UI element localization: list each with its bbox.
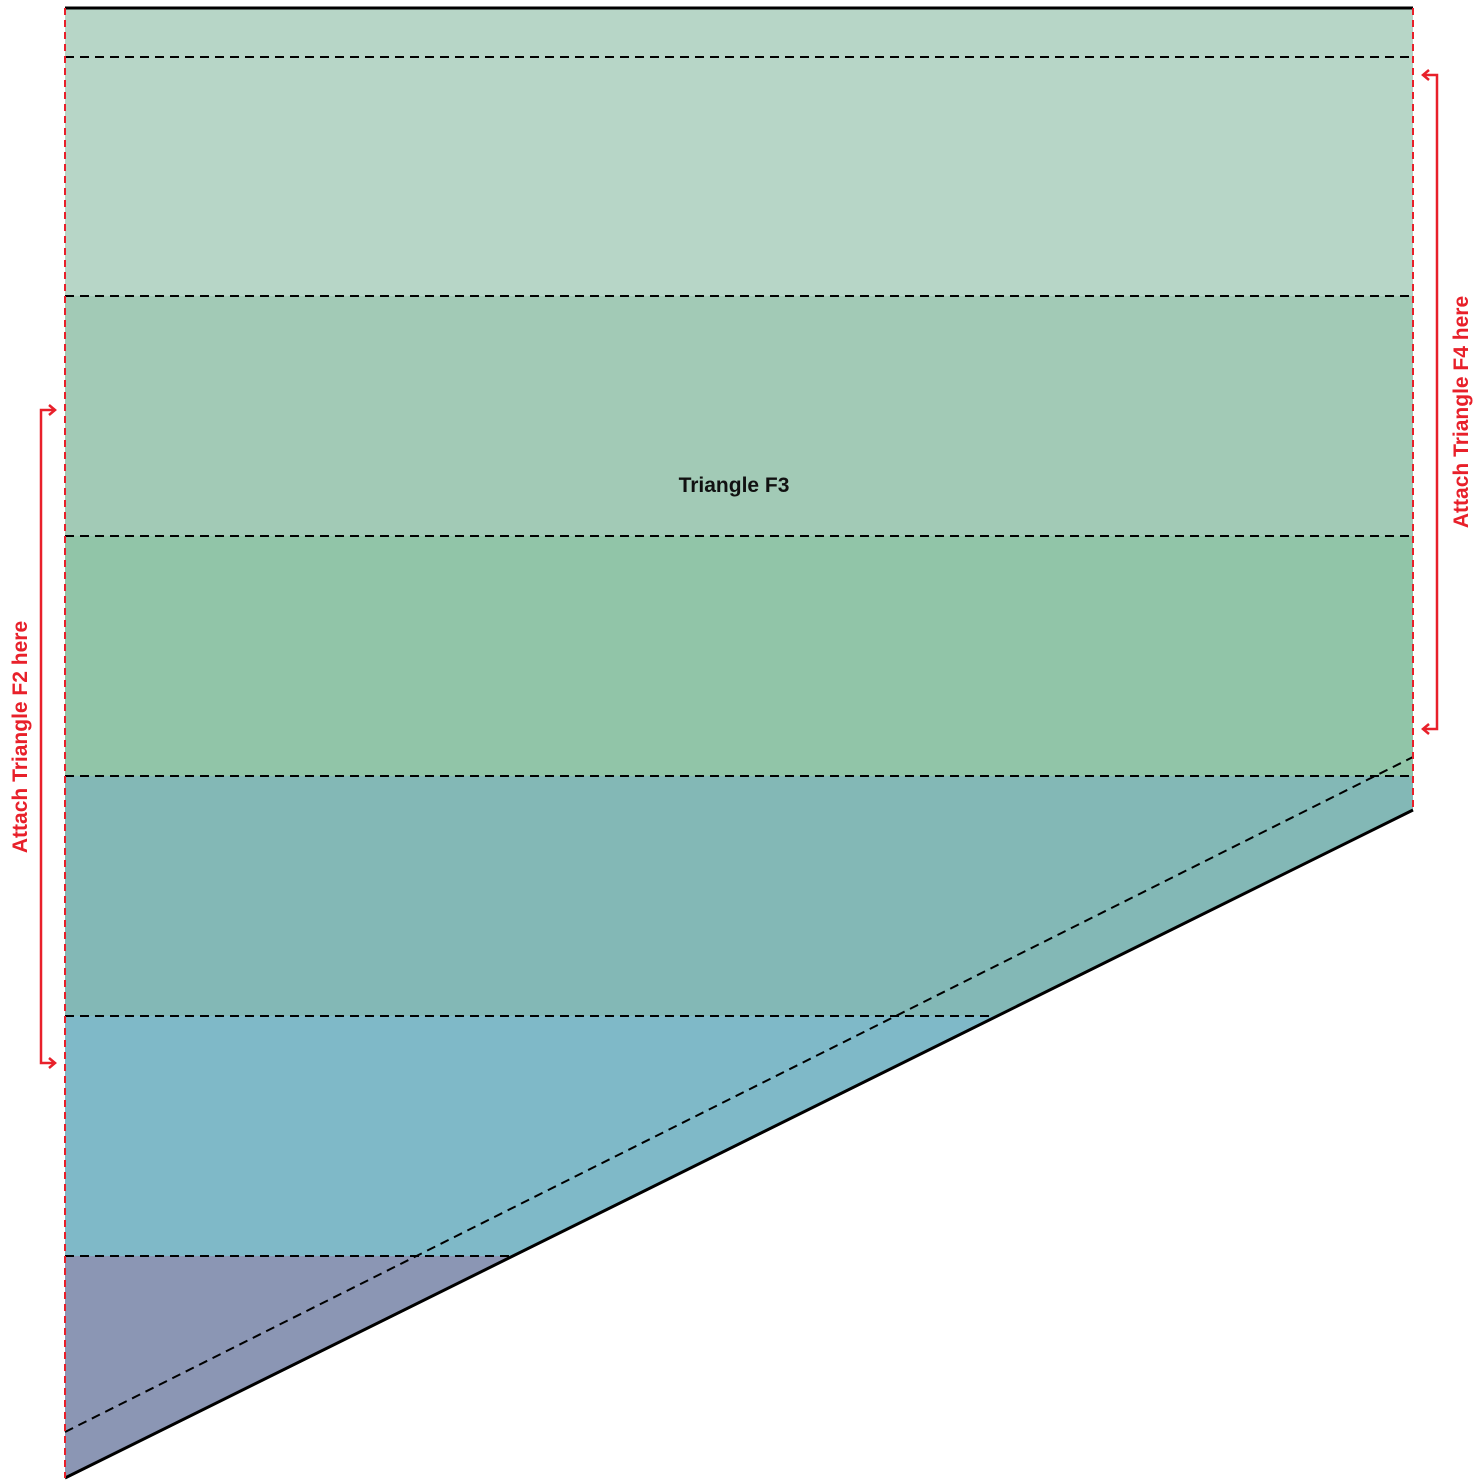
left-attach-bracket bbox=[39, 404, 57, 1069]
arrow-head-icon bbox=[1421, 69, 1430, 81]
color-bands bbox=[65, 8, 1413, 1478]
arrow-head-icon bbox=[1421, 723, 1430, 735]
band-4 bbox=[65, 776, 1413, 1016]
band-2 bbox=[65, 296, 1413, 536]
attach-right-label: Attach Triangle F4 here bbox=[1450, 296, 1473, 528]
band-3 bbox=[65, 536, 1413, 776]
band-5 bbox=[65, 1016, 1413, 1256]
band-1 bbox=[65, 8, 1413, 296]
band-divider-lines bbox=[65, 56, 1413, 1257]
bracket-line bbox=[39, 408, 53, 1065]
bracket-line bbox=[1425, 73, 1439, 731]
band-6 bbox=[65, 1256, 1413, 1478]
arrow-head-icon bbox=[48, 404, 57, 416]
diagonal-seam-line bbox=[64, 756, 1414, 1433]
attach-left-label: Attach Triangle F2 here bbox=[9, 621, 32, 853]
right-attach-bracket bbox=[1421, 69, 1439, 735]
diagonal-edge bbox=[64, 808, 1414, 1480]
arrow-head-icon bbox=[48, 1057, 57, 1069]
piece-label: Triangle F3 bbox=[679, 474, 790, 497]
